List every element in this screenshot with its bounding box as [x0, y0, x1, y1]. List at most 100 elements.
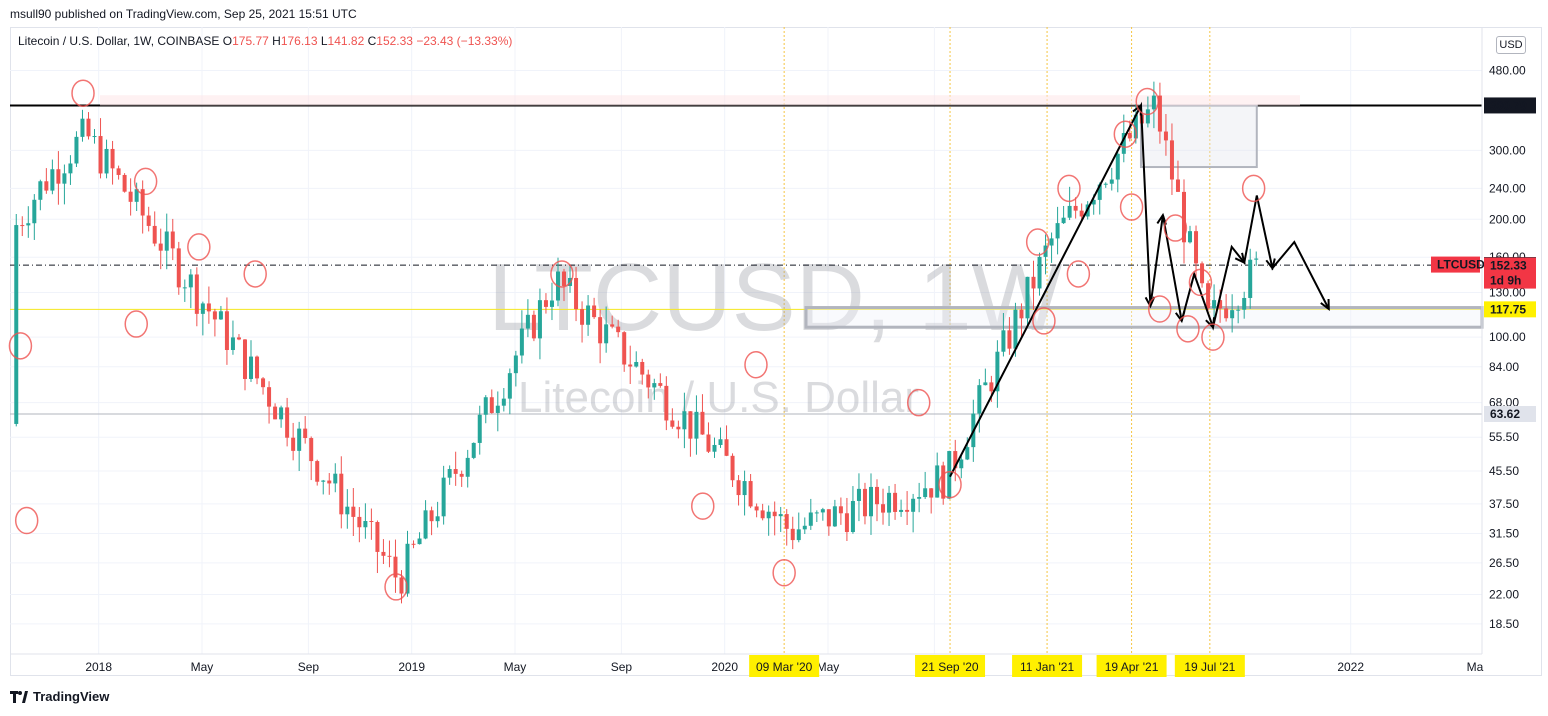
candle-body	[285, 407, 290, 438]
candle-body	[923, 488, 928, 498]
candle-body	[1115, 153, 1120, 180]
candle-body	[267, 387, 272, 407]
candle-body	[838, 506, 843, 514]
currency-button[interactable]: USD	[1496, 36, 1526, 54]
candle-body	[1079, 210, 1084, 217]
candle-body	[814, 512, 819, 514]
circle-annotation	[243, 260, 267, 288]
candle-body	[574, 277, 579, 310]
x-tick-label: May	[504, 660, 527, 674]
x-tick-label: Sep	[611, 660, 633, 674]
tradingview-logo-icon	[10, 690, 28, 703]
y-tick-label: 200.00	[1489, 212, 1526, 226]
candle-body	[887, 492, 892, 513]
candle-body	[309, 438, 314, 462]
candle-body	[357, 516, 362, 528]
candle-body	[38, 181, 43, 200]
candle-body	[868, 486, 873, 517]
candle-body	[1145, 109, 1150, 124]
circle-annotation	[744, 350, 768, 379]
candle-body	[977, 385, 982, 414]
candle-body	[1109, 179, 1114, 184]
circle-annotation	[1066, 260, 1091, 288]
circle-annotation	[14, 506, 39, 535]
candle-body	[706, 434, 711, 452]
circle-annotation	[550, 260, 574, 288]
candle-body	[176, 248, 181, 288]
candle-body	[411, 543, 416, 545]
y-tick-label: 130.00	[1489, 286, 1526, 300]
candle-body	[182, 287, 187, 289]
circle-annotation	[124, 310, 148, 338]
tradingview-logo[interactable]: TradingView	[10, 689, 109, 704]
candle-body	[1133, 114, 1138, 139]
candle-body	[802, 525, 807, 530]
candle-body	[790, 528, 795, 541]
candle-body	[146, 215, 151, 226]
candle-body	[20, 225, 25, 227]
candle-body	[297, 428, 302, 451]
candle-body	[471, 442, 476, 458]
candle-body	[242, 339, 247, 379]
y-tick-label: 300.00	[1489, 143, 1526, 157]
candle-body	[1151, 95, 1156, 110]
candle-body	[465, 457, 470, 477]
candle-body	[658, 383, 663, 386]
price-label-bg	[1484, 97, 1536, 114]
candle-body	[134, 189, 139, 202]
candle-body	[170, 231, 175, 249]
candle-body	[796, 529, 801, 541]
candle-body	[856, 488, 861, 501]
x-tick-label: May	[191, 660, 214, 674]
candle-body	[32, 199, 37, 224]
candle-body	[742, 481, 747, 496]
candle-body	[832, 506, 837, 527]
y-tick-label: 26.50	[1489, 556, 1519, 570]
candle-body	[50, 169, 55, 191]
highlight-date-label: 09 Mar '20	[756, 660, 813, 674]
candle-body	[1206, 283, 1211, 309]
candle-body	[634, 361, 639, 367]
candle-body	[212, 311, 217, 320]
highlight-date-label: 11 Jan '21	[1020, 660, 1074, 674]
candle-body	[44, 181, 49, 191]
candle-body	[724, 439, 729, 456]
candle-body	[820, 509, 825, 513]
circle-annotation	[384, 573, 408, 601]
price-label: 152.33	[1490, 259, 1527, 273]
candle-body	[279, 407, 284, 420]
candle-body	[1061, 217, 1066, 224]
candle-body	[772, 511, 777, 517]
candle-body	[1218, 300, 1223, 309]
candle-body	[86, 118, 91, 137]
candle-body	[333, 473, 338, 484]
candle-body	[1230, 310, 1235, 319]
candle-body	[26, 223, 31, 226]
candle-body	[549, 300, 554, 307]
candle-body	[399, 577, 404, 594]
circle-annotation	[133, 167, 158, 196]
candle-body	[646, 374, 651, 388]
symbol-legend: Litecoin / U.S. Dollar, 1W, COINBASE O17…	[18, 34, 512, 48]
candle-body	[453, 469, 458, 474]
price-label: 117.75	[1490, 302, 1526, 316]
candle-body	[718, 439, 723, 445]
candle-body	[941, 465, 946, 499]
candle-body	[778, 514, 783, 517]
candle-body	[905, 509, 910, 512]
y-tick-label: 55.50	[1489, 430, 1519, 444]
legend-low-label: L	[320, 34, 328, 48]
candle-body	[74, 136, 79, 164]
candle-body	[495, 405, 500, 413]
candle-body	[1212, 300, 1217, 309]
candle-body	[1103, 183, 1108, 185]
candle-body	[700, 411, 705, 435]
candle-body	[1248, 259, 1253, 298]
candle-body	[670, 420, 675, 427]
price-label-bg	[1431, 256, 1480, 273]
highlight-date-bg	[1096, 655, 1167, 677]
candle-body	[543, 300, 548, 307]
x-tick-label: 2019	[398, 660, 425, 674]
support-zone	[804, 306, 1484, 329]
